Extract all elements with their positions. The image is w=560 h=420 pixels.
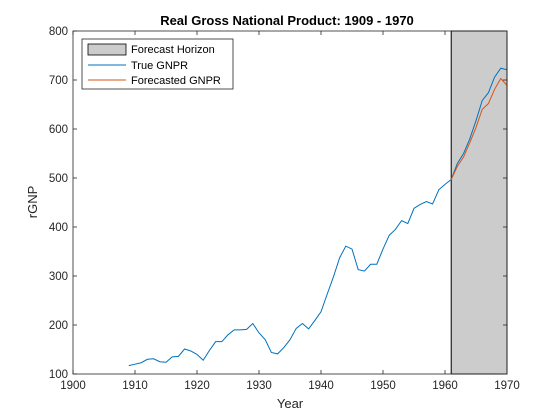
x-tick-label: 1950	[370, 380, 396, 392]
legend-swatch-forecast-horizon	[87, 43, 127, 56]
y-tick-label: 700	[49, 75, 68, 87]
x-axis-label: Year	[277, 396, 304, 411]
legend-label-forecasted-gnpr: Forecasted GNPR	[131, 75, 221, 87]
forecast-horizon-region	[450, 30, 508, 375]
y-axis-label: rGNP	[25, 186, 40, 219]
x-tick-label: 1900	[60, 380, 86, 392]
series-group	[128, 67, 508, 367]
legend-label-forecast-horizon: Forecast Horizon	[131, 44, 215, 56]
x-tick-label: 1920	[184, 380, 210, 392]
x-tick-label: 1960	[432, 380, 458, 392]
y-tick-label: 300	[49, 271, 68, 283]
legend-label-true-gnpr: True GNPR	[131, 60, 188, 72]
x-tick-label: 1940	[308, 380, 334, 392]
y-tick-label: 400	[49, 222, 68, 234]
x-tick-label: 1970	[494, 380, 520, 392]
y-tick-label: 100	[49, 369, 68, 381]
legend: Forecast Horizon True GNPR Forecasted GN…	[81, 38, 234, 90]
axes-frame	[72, 30, 508, 375]
y-tick-label: 500	[49, 173, 68, 185]
chart-title: Real Gross National Product: 1909 - 1970	[160, 13, 414, 28]
series-line-true-gnpr	[128, 67, 508, 367]
series-line-forecasted-gnpr	[450, 77, 508, 180]
x-tick-label: 1930	[246, 380, 272, 392]
x-tick-label: 1910	[122, 380, 148, 392]
y-axis-ticks: 100 200 300 400 500 600 700 800	[49, 26, 507, 381]
y-tick-label: 200	[49, 320, 68, 332]
x-axis-ticks: 1900 1910 1920 1930 1940 1950 1960 1970	[60, 31, 520, 392]
y-tick-label: 600	[49, 124, 68, 136]
y-tick-label: 800	[49, 26, 68, 38]
